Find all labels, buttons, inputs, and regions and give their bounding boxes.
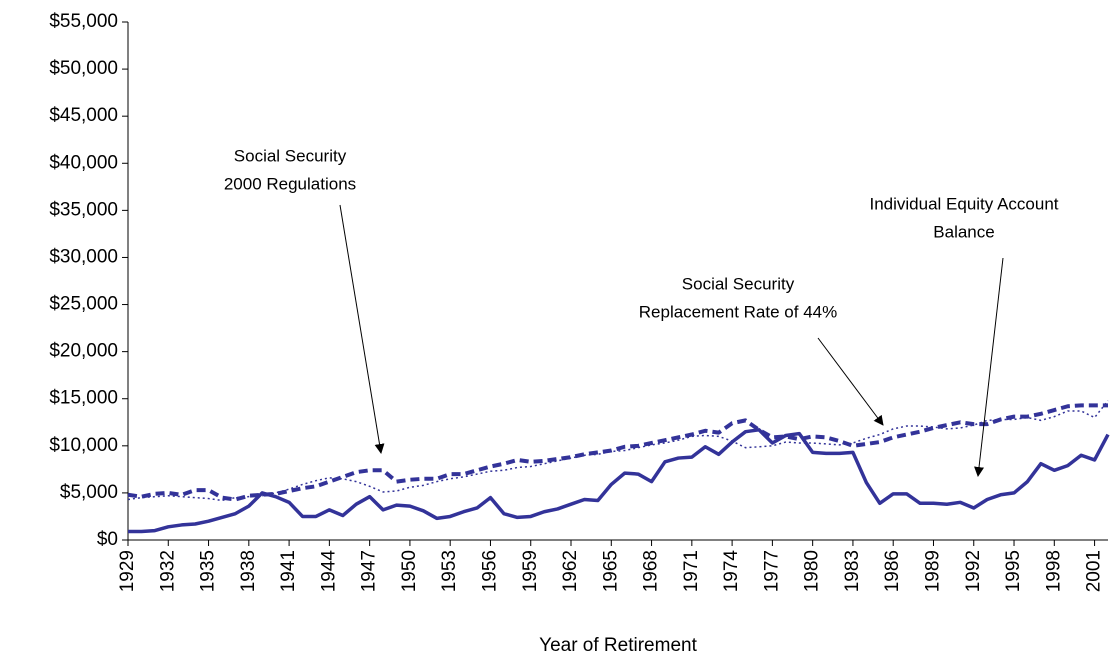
x-tick-label: 1992 [963, 550, 984, 592]
x-tick-label: 2001 [1084, 550, 1105, 592]
y-tick-label: $40,000 [49, 152, 118, 173]
x-tick-label: 1932 [157, 550, 178, 592]
series-line [128, 428, 1110, 534]
x-tick-label: 1941 [278, 550, 299, 592]
x-tick-label: 1977 [761, 550, 782, 592]
annotation: Replacement Rate of 44% [639, 302, 837, 321]
y-tick-label: $10,000 [49, 435, 118, 456]
x-tick-label: 1959 [520, 550, 541, 592]
annotation: Social Security [234, 146, 347, 165]
y-tick-label: $50,000 [49, 58, 118, 79]
annotation: 2000 Regulations [224, 174, 356, 193]
y-tick-label: $35,000 [49, 199, 118, 220]
x-tick-label: 1983 [842, 550, 863, 592]
x-tick-label: 1950 [399, 550, 420, 592]
x-tick-label: 1995 [1003, 550, 1024, 592]
x-tick-label: 1935 [198, 550, 219, 592]
y-tick-label: $0 [97, 529, 118, 550]
annotation-arrow [817, 337, 884, 426]
x-tick-label: 1956 [479, 550, 500, 592]
x-tick-label: 1944 [318, 550, 339, 593]
y-tick-label: $30,000 [49, 246, 118, 267]
y-tick-label: $5,000 [60, 482, 118, 503]
x-tick-label: 1989 [922, 550, 943, 592]
annotation: Balance [933, 222, 994, 241]
y-tick-label: $45,000 [49, 105, 118, 126]
x-tick-label: 1968 [641, 550, 662, 592]
y-tick-label: $15,000 [49, 388, 118, 409]
annotation: Social Security [682, 274, 795, 293]
x-tick-label: 1929 [117, 550, 138, 592]
x-axis-label: Year of Retirement [539, 635, 697, 656]
x-tick-label: 1971 [681, 550, 702, 592]
y-tick-label: $20,000 [49, 341, 118, 362]
x-tick-label: 1962 [560, 550, 581, 592]
series-line [127, 400, 1109, 502]
y-tick-label: $25,000 [49, 294, 118, 315]
x-tick-label: 1938 [238, 550, 259, 592]
x-tick-label: 1986 [882, 550, 903, 592]
x-tick-label: 1947 [359, 550, 380, 592]
x-tick-label: 1965 [600, 550, 621, 592]
x-tick-label: 1998 [1043, 550, 1064, 592]
annotation: Individual Equity Account [869, 194, 1058, 213]
annotation-arrow [974, 257, 1004, 477]
series-line [127, 403, 1108, 502]
x-tick-label: 1980 [802, 550, 823, 592]
annotation-arrow [339, 204, 385, 454]
y-tick-label: $55,000 [49, 11, 118, 32]
x-tick-label: 1953 [439, 550, 460, 592]
x-tick-label: 1974 [721, 550, 742, 593]
